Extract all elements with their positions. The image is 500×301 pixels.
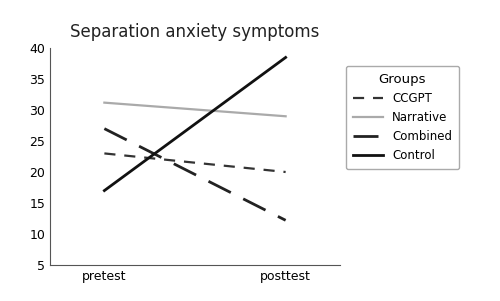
- Title: Separation anxiety symptoms: Separation anxiety symptoms: [70, 23, 320, 41]
- Legend: CCGPT, Narrative, Combined, Control: CCGPT, Narrative, Combined, Control: [346, 66, 459, 169]
